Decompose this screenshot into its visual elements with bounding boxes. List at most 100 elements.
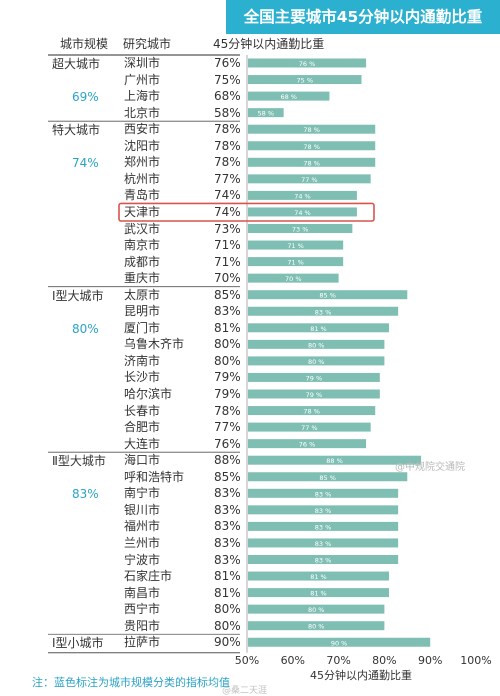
group-average: 83%	[72, 487, 99, 502]
bar-label: 74 %	[294, 209, 311, 217]
city-name: 拉萨市	[124, 635, 161, 650]
city-name: 郑州市	[124, 155, 161, 170]
city-value: 78%	[214, 155, 241, 170]
city-name: 天津市	[124, 204, 161, 219]
bar	[248, 240, 344, 250]
city-name: 福州市	[124, 519, 161, 534]
city-name: 合肥市	[124, 420, 161, 435]
city-value: 74%	[214, 204, 241, 219]
bar	[248, 157, 376, 167]
city-value: 83%	[214, 535, 241, 550]
bar	[248, 621, 385, 631]
city-name: 太原市	[124, 287, 161, 302]
city-name: 贵阳市	[124, 618, 161, 633]
city-value: 68%	[214, 89, 241, 104]
city-name: 西宁市	[124, 602, 161, 617]
city-value: 78%	[214, 403, 241, 418]
bar-label: 77 %	[301, 176, 318, 184]
group-name: Ⅰ型大城市	[52, 288, 104, 303]
city-value: 83%	[214, 486, 241, 501]
bar-label: 83 %	[315, 557, 332, 565]
bar-label: 78 %	[303, 143, 320, 151]
bar	[248, 190, 357, 200]
bar	[248, 306, 399, 316]
city-name: 沈阳市	[124, 138, 161, 153]
city-value: 77%	[214, 420, 241, 435]
city-name: 哈尔滨市	[124, 387, 173, 401]
bar-label: 71 %	[287, 242, 304, 250]
city-name: 重庆市	[124, 271, 161, 286]
city-value: 80%	[214, 353, 241, 368]
city-name: 广州市	[124, 72, 161, 87]
city-name: 上海市	[124, 89, 161, 104]
city-value: 90%	[214, 635, 241, 650]
bar	[248, 455, 422, 465]
watermark-bottom: @桑二天涯	[222, 686, 268, 696]
city-name: 深圳市	[124, 56, 161, 70]
bar	[248, 588, 389, 598]
city-name: 昆明市	[124, 304, 161, 319]
bar-label: 71 %	[287, 259, 304, 267]
header-city: 研究城市	[123, 37, 172, 51]
city-value: 81%	[214, 585, 241, 600]
bar	[248, 538, 399, 548]
city-value: 70%	[214, 271, 241, 286]
bar	[248, 108, 284, 118]
city-value: 79%	[214, 370, 241, 385]
city-value: 83%	[214, 304, 241, 319]
bar-label: 75 %	[296, 77, 313, 85]
bar-label: 58 %	[258, 110, 275, 118]
bar-label: 81 %	[310, 325, 327, 333]
bar-label: 68 %	[280, 93, 297, 101]
bar	[248, 75, 362, 85]
city-name: 南京市	[124, 238, 161, 253]
city-name: 长沙市	[124, 370, 161, 385]
city-value: 71%	[214, 238, 241, 253]
city-value: 73%	[214, 221, 241, 236]
bar-label: 80 %	[308, 358, 325, 366]
group-name: 超大城市	[52, 57, 101, 71]
bar-label: 73 %	[292, 226, 309, 234]
bar	[248, 58, 367, 68]
bar-label: 80 %	[308, 341, 325, 349]
bar	[248, 389, 380, 399]
bar-label: 85 %	[319, 474, 336, 482]
bar	[248, 488, 399, 498]
city-value: 78%	[214, 122, 241, 137]
bar	[248, 174, 371, 184]
group-name: Ⅰ型小城市	[52, 636, 104, 651]
group-name: 特大城市	[52, 123, 101, 138]
group-average: 69%	[72, 90, 99, 105]
x-axis-label: 45分钟以内通勤比重	[310, 668, 412, 682]
watermark-right: @中规院交通院	[395, 462, 465, 473]
city-name: 呼和浩特市	[124, 469, 185, 484]
bar	[248, 571, 389, 581]
bar-label: 78 %	[303, 408, 320, 416]
bar-label: 76 %	[299, 60, 316, 68]
bar	[248, 555, 399, 564]
bar-label: 78 %	[303, 126, 320, 134]
city-value: 81%	[214, 569, 241, 584]
chart-title: 全国主要城市45分钟以内通勤比重	[243, 8, 483, 26]
bar-label: 83 %	[315, 523, 332, 531]
bar-label: 83 %	[315, 308, 332, 316]
city-value: 77%	[214, 171, 241, 186]
bar	[248, 505, 399, 515]
city-name: 武汉市	[124, 221, 161, 236]
city-value: 80%	[214, 602, 241, 617]
title-banner: 全国主要城市45分钟以内通勤比重	[226, 0, 500, 34]
bar-label: 76 %	[299, 441, 316, 449]
highlight-box	[118, 202, 375, 222]
city-name: 西安市	[124, 122, 161, 137]
city-value: 76%	[214, 436, 241, 451]
city-value: 85%	[214, 469, 241, 484]
x-tick-label: 90%	[418, 654, 442, 667]
bar	[248, 339, 385, 349]
bar	[248, 604, 385, 614]
group-average: 74%	[72, 156, 99, 171]
bar	[248, 439, 367, 449]
city-value: 85%	[214, 287, 241, 302]
bar-label: 88 %	[326, 457, 343, 465]
bar	[248, 521, 399, 531]
